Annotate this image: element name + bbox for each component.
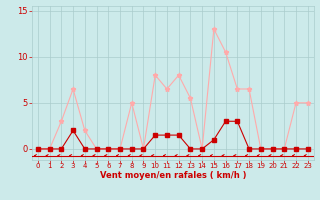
X-axis label: Vent moyen/en rafales ( km/h ): Vent moyen/en rafales ( km/h ) bbox=[100, 171, 246, 180]
